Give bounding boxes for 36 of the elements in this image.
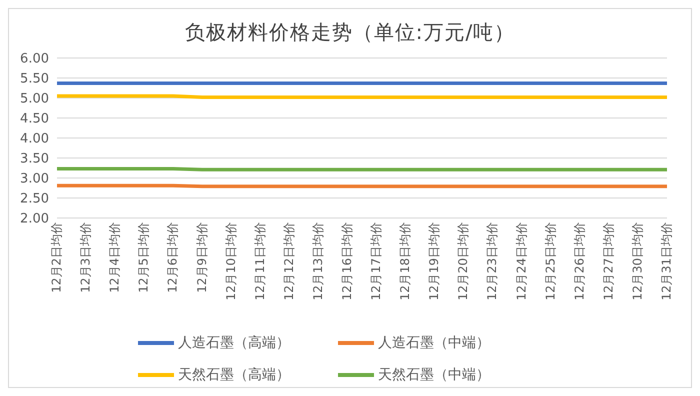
x-tick-label: 12月5日均价 — [136, 222, 151, 293]
x-tick-label: 12月27日均价 — [601, 222, 616, 301]
y-tick-label: 4.00 — [20, 132, 49, 147]
y-tick-label: 2.00 — [20, 212, 49, 227]
x-tick-label: 12月31日均价 — [660, 222, 674, 301]
y-tick-label: 6.00 — [20, 52, 49, 67]
x-tick-label: 12月2日均价 — [50, 222, 64, 293]
legend-label: 人造石墨（高端） — [178, 334, 290, 352]
x-tick-label: 12月13日均价 — [310, 222, 325, 301]
x-tick-label: 12月9日均价 — [194, 222, 209, 293]
x-tick-label: 12月10日均价 — [224, 222, 238, 301]
x-tick-label: 12月20日均价 — [456, 222, 470, 301]
x-tick-label: 12月11日均价 — [252, 222, 267, 301]
x-tick-label: 12月18日均价 — [398, 222, 412, 301]
x-tick-label: 12月3日均价 — [78, 222, 93, 293]
y-tick-label: 5.00 — [20, 92, 49, 107]
y-tick-label: 3.00 — [20, 172, 49, 187]
x-tick-label: 12月17日均价 — [369, 222, 384, 301]
legend-label: 人造石墨（中端） — [378, 334, 490, 352]
x-tick-label: 12月26日均价 — [572, 222, 586, 301]
x-tick-label: 12月19日均价 — [427, 222, 442, 301]
y-tick-label: 5.50 — [20, 72, 49, 87]
y-tick-label: 3.50 — [20, 152, 49, 167]
y-tick-label: 4.50 — [20, 112, 49, 127]
x-tick-label: 12月16日均价 — [340, 222, 354, 301]
x-tick-label: 12月24日均价 — [514, 222, 528, 301]
y-tick-label: 2.50 — [20, 192, 49, 207]
x-tick-label: 12月4日均价 — [108, 222, 122, 293]
x-tick-label: 12月30日均价 — [630, 222, 644, 301]
legend-label: 天然石墨（中端） — [378, 366, 490, 384]
legend-label: 天然石墨（高端） — [178, 366, 290, 384]
chart-title: 负极材料价格走势（单位:万元/吨） — [184, 19, 516, 46]
x-tick-label: 12月6日均价 — [166, 222, 180, 293]
x-tick-label: 12月25日均价 — [543, 222, 558, 301]
x-tick-label: 12月23日均价 — [485, 222, 500, 301]
x-tick-label: 12月12日均价 — [282, 222, 296, 301]
